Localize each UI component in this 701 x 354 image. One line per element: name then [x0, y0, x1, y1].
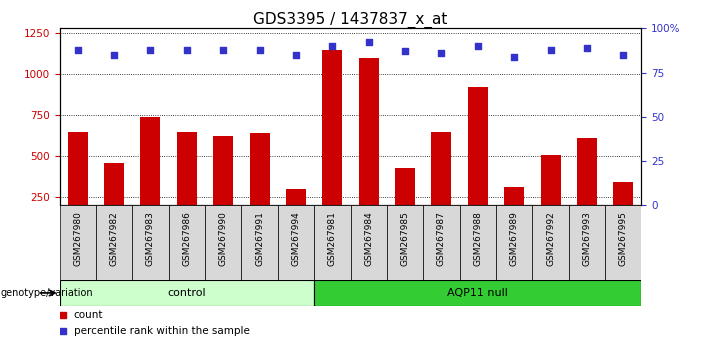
Bar [350, 205, 387, 280]
Text: AQP11 null: AQP11 null [447, 288, 508, 298]
Point [109, 52, 120, 58]
Bar [431, 132, 451, 205]
Bar [241, 205, 278, 280]
Bar [322, 50, 342, 205]
Bar [468, 87, 488, 205]
Bar [540, 154, 561, 205]
Point [545, 47, 556, 52]
Bar [387, 205, 423, 280]
Bar [504, 187, 524, 205]
Point [363, 40, 374, 45]
Bar [577, 138, 597, 205]
Point [436, 50, 447, 56]
Bar [177, 132, 197, 205]
Point [472, 43, 484, 49]
Text: GSM267980: GSM267980 [74, 211, 82, 266]
Point [182, 47, 193, 52]
Text: GSM267995: GSM267995 [619, 211, 627, 266]
Text: GSM267990: GSM267990 [219, 211, 228, 266]
Point [72, 47, 83, 52]
Bar [68, 132, 88, 205]
Bar [96, 205, 132, 280]
Bar [205, 205, 241, 280]
Point [217, 47, 229, 52]
Bar [132, 205, 169, 280]
Text: GSM267994: GSM267994 [292, 211, 301, 266]
Bar [250, 133, 270, 205]
Bar [314, 205, 350, 280]
Text: genotype/variation: genotype/variation [1, 288, 93, 298]
Bar [496, 205, 532, 280]
Point [508, 54, 519, 59]
Text: GSM267987: GSM267987 [437, 211, 446, 266]
Point [618, 52, 629, 58]
Bar [359, 58, 379, 205]
Text: GSM267992: GSM267992 [546, 211, 555, 266]
Bar [286, 189, 306, 205]
Bar [569, 205, 605, 280]
Bar [60, 280, 314, 306]
Bar [169, 205, 205, 280]
Point [327, 43, 338, 49]
Bar [213, 137, 233, 205]
Bar [460, 205, 496, 280]
Text: GSM267984: GSM267984 [365, 211, 373, 266]
Text: count: count [74, 310, 103, 320]
Point [400, 48, 411, 54]
Text: control: control [168, 288, 206, 298]
Bar [314, 280, 641, 306]
Point [581, 45, 592, 51]
Text: GSM267985: GSM267985 [400, 211, 409, 266]
Point [145, 47, 156, 52]
Bar [423, 205, 460, 280]
Point [254, 47, 265, 52]
Bar [104, 163, 124, 205]
Text: GSM267986: GSM267986 [182, 211, 191, 266]
Text: GSM267981: GSM267981 [328, 211, 336, 266]
Text: GSM267983: GSM267983 [146, 211, 155, 266]
Bar [140, 117, 161, 205]
Text: percentile rank within the sample: percentile rank within the sample [74, 326, 250, 336]
Text: GSM267991: GSM267991 [255, 211, 264, 266]
Text: GSM267993: GSM267993 [583, 211, 592, 266]
Bar [532, 205, 569, 280]
Title: GDS3395 / 1437837_x_at: GDS3395 / 1437837_x_at [253, 12, 448, 28]
Text: GSM267989: GSM267989 [510, 211, 519, 266]
Bar [278, 205, 314, 280]
Point [290, 52, 301, 58]
Bar [60, 205, 96, 280]
Point [261, 126, 272, 132]
Bar [395, 168, 415, 205]
Bar [605, 205, 641, 280]
Bar [613, 182, 633, 205]
Text: GSM267982: GSM267982 [109, 211, 118, 266]
Point [261, 268, 272, 274]
Text: GSM267988: GSM267988 [473, 211, 482, 266]
